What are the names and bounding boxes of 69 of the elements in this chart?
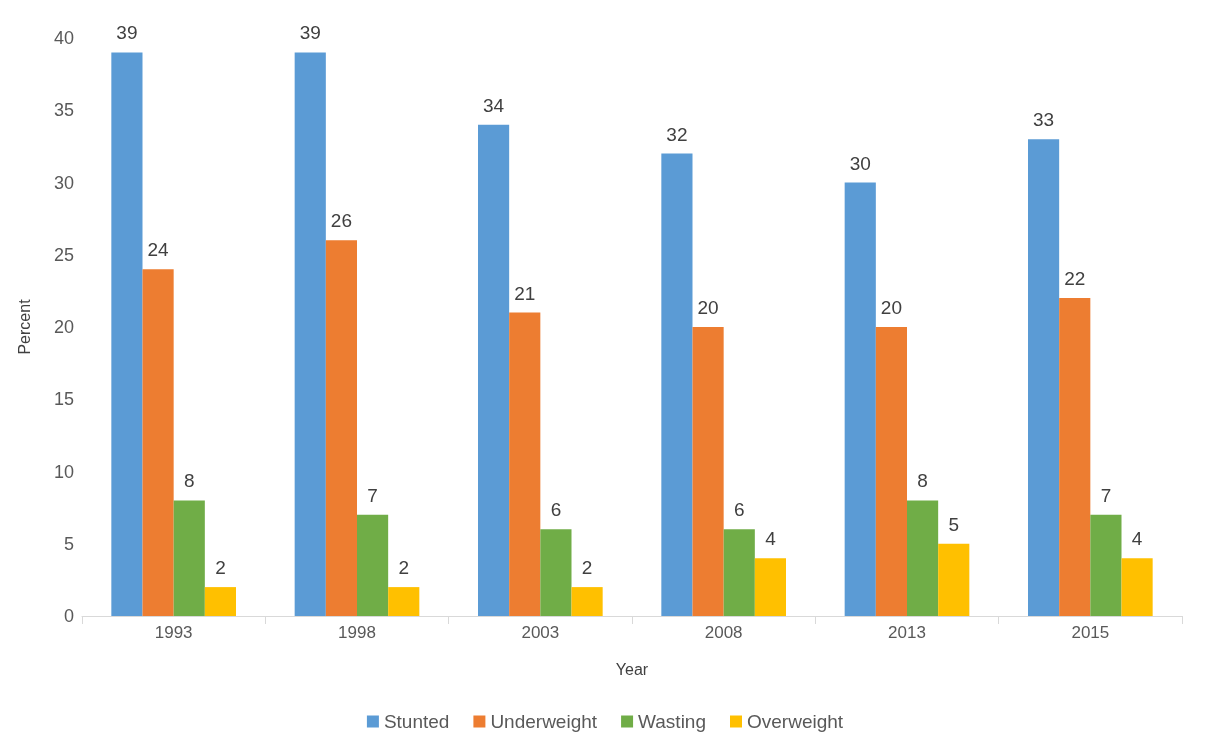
x-tick-label: 1998 bbox=[338, 623, 376, 642]
bar bbox=[173, 500, 205, 616]
y-tick-label: 25 bbox=[53, 244, 74, 265]
legend-label: Overweight bbox=[747, 711, 844, 732]
bar bbox=[1059, 298, 1091, 616]
data-label: 22 bbox=[1064, 268, 1086, 290]
data-label: 34 bbox=[483, 94, 505, 116]
data-label: 8 bbox=[183, 470, 195, 492]
data-label: 21 bbox=[514, 282, 536, 304]
data-label: 33 bbox=[1033, 109, 1055, 131]
bar bbox=[571, 587, 603, 616]
bar bbox=[142, 269, 174, 616]
data-label: 4 bbox=[1131, 528, 1143, 550]
bar bbox=[204, 587, 236, 616]
data-label: 20 bbox=[697, 297, 719, 318]
data-label: 39 bbox=[116, 22, 138, 44]
bar bbox=[1121, 558, 1153, 616]
bar bbox=[1090, 514, 1122, 616]
y-tick-label: 5 bbox=[63, 533, 74, 554]
y-tick-label: 30 bbox=[53, 172, 74, 193]
data-label: 2 bbox=[581, 557, 593, 579]
bar bbox=[357, 514, 389, 616]
legend-label: Wasting bbox=[638, 711, 707, 732]
data-label: 7 bbox=[367, 484, 378, 506]
bar bbox=[723, 529, 755, 616]
data-label: 30 bbox=[849, 152, 871, 174]
bar bbox=[907, 500, 939, 616]
bar bbox=[875, 327, 907, 616]
bar bbox=[478, 124, 510, 616]
data-label: 4 bbox=[765, 528, 777, 550]
bar bbox=[294, 52, 326, 616]
data-label: 32 bbox=[666, 123, 688, 145]
x-tick-label: 2003 bbox=[521, 623, 560, 642]
x-axis-title: Year bbox=[615, 660, 649, 678]
bar bbox=[509, 312, 541, 616]
data-label: 39 bbox=[299, 22, 321, 44]
data-label: 2 bbox=[398, 557, 410, 579]
data-label: 7 bbox=[1100, 484, 1112, 506]
bar bbox=[325, 240, 357, 616]
bar bbox=[388, 587, 420, 616]
bar bbox=[938, 543, 970, 616]
y-tick-label: 35 bbox=[53, 100, 74, 121]
bar bbox=[661, 153, 693, 616]
x-tick-label: 1993 bbox=[154, 623, 193, 642]
x-tick-label: 2015 bbox=[1071, 623, 1110, 642]
x-tick-label: 2013 bbox=[888, 623, 926, 642]
bar bbox=[540, 529, 572, 616]
bar bbox=[692, 327, 724, 616]
data-label: 5 bbox=[948, 513, 960, 535]
legend-label: Underweight bbox=[490, 711, 598, 732]
y-tick-label: 40 bbox=[53, 28, 74, 48]
y-axis-title: Percent bbox=[15, 298, 33, 355]
data-label: 2 bbox=[215, 557, 226, 579]
data-label: 20 bbox=[880, 297, 902, 318]
data-label: 8 bbox=[917, 470, 928, 492]
y-tick-label: 10 bbox=[53, 461, 74, 482]
y-tick-label: 0 bbox=[63, 606, 74, 626]
data-label: 6 bbox=[733, 499, 745, 521]
bar bbox=[754, 558, 786, 616]
bar bbox=[1028, 139, 1060, 616]
data-label: 24 bbox=[147, 239, 170, 261]
bar bbox=[844, 182, 876, 616]
data-label: 26 bbox=[330, 210, 352, 232]
x-tick-label: 2008 bbox=[704, 623, 743, 642]
bar bbox=[111, 52, 143, 616]
y-tick-label: 20 bbox=[53, 317, 74, 337]
data-label: 6 bbox=[550, 499, 562, 521]
y-tick-label: 15 bbox=[53, 389, 74, 410]
legend-label: Stunted bbox=[383, 711, 450, 732]
